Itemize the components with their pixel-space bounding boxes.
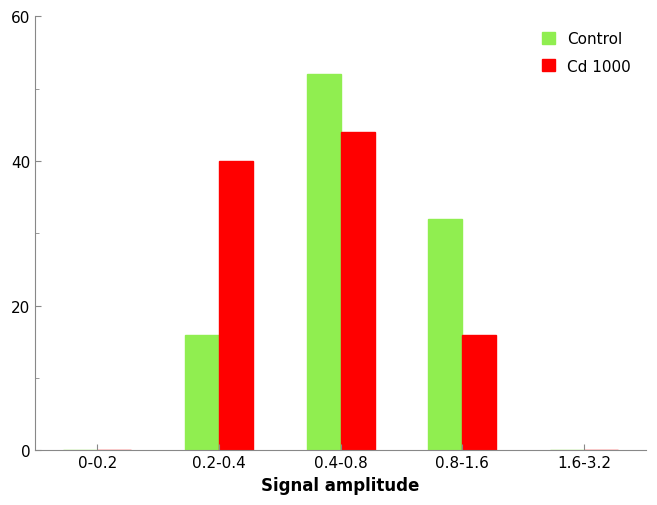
Bar xyxy=(428,219,463,450)
Bar xyxy=(185,335,219,450)
Bar xyxy=(219,162,253,450)
Bar xyxy=(340,133,374,450)
X-axis label: Signal amplitude: Signal amplitude xyxy=(261,476,420,494)
Bar xyxy=(307,75,340,450)
Legend: Control, Cd 1000: Control, Cd 1000 xyxy=(535,25,638,82)
Bar xyxy=(463,335,497,450)
